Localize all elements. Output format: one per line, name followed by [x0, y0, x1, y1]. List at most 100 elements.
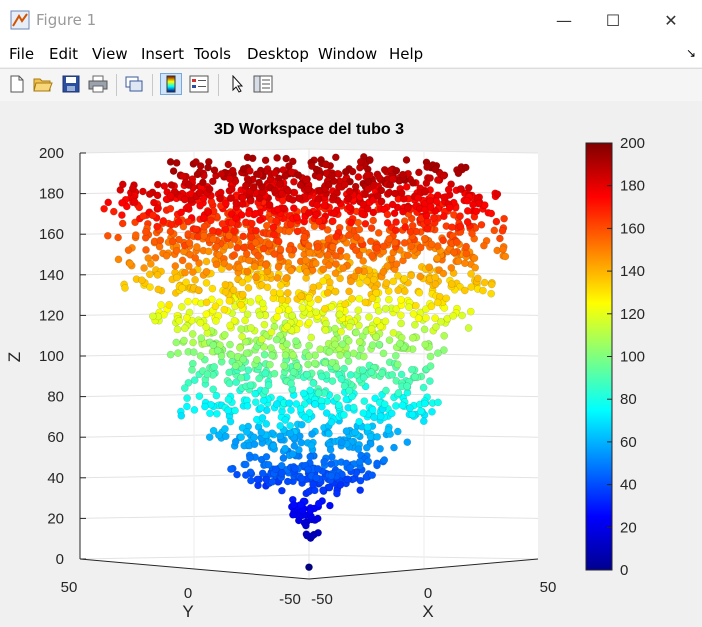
- scatter-point: [479, 286, 487, 295]
- scatter-point: [421, 340, 430, 349]
- scatter-point: [320, 457, 328, 466]
- menu-window[interactable]: Window: [318, 45, 378, 63]
- scatter-point: [369, 208, 378, 217]
- scatter-point: [411, 320, 419, 329]
- menu-tools[interactable]: Tools: [194, 45, 231, 63]
- menu-view[interactable]: View: [92, 45, 128, 63]
- scatter-point: [337, 438, 346, 447]
- scatter-point: [348, 294, 356, 303]
- new-figure-icon[interactable]: [6, 73, 28, 95]
- print-icon[interactable]: [87, 73, 109, 95]
- scatter-point: [423, 225, 432, 233]
- scatter-point: [247, 324, 255, 332]
- property-inspector-icon[interactable]: [252, 73, 274, 95]
- scatter-point: [283, 340, 291, 348]
- figure-toolbar: [0, 68, 702, 102]
- menu-insert[interactable]: Insert: [141, 45, 185, 63]
- pointer-icon[interactable]: [226, 73, 248, 95]
- scatter-point: [340, 180, 349, 189]
- scatter-point: [217, 352, 226, 360]
- scatter-point: [346, 463, 354, 472]
- scatter-point: [288, 311, 297, 320]
- menu-desktop[interactable]: Desktop: [247, 45, 309, 63]
- scatter-point: [269, 230, 278, 239]
- scatter-point: [460, 286, 469, 295]
- scatter-point: [165, 300, 173, 309]
- scatter-point: [224, 395, 233, 404]
- colorbar[interactable]: 0 20 40 60 80 100 120 140 160 180 200: [585, 135, 645, 579]
- scatter-point: [271, 465, 280, 474]
- scatter-point: [231, 362, 240, 370]
- dock-figure-icon[interactable]: ↘: [686, 46, 697, 60]
- scatter-point: [426, 174, 434, 182]
- scatter-point: [487, 209, 496, 218]
- z-tick-label: 140: [39, 267, 64, 284]
- scatter-point: [314, 465, 322, 473]
- scatter-point: [238, 278, 247, 287]
- scatter-point: [388, 175, 397, 183]
- scatter-point: [462, 249, 471, 258]
- scatter-point: [290, 188, 299, 197]
- scatter-point: [379, 349, 388, 358]
- close-button[interactable]: ✕: [664, 10, 678, 30]
- scatter-point: [242, 349, 251, 357]
- scatter-point: [259, 396, 268, 405]
- scatter-point: [110, 207, 118, 216]
- scatter-point: [149, 211, 157, 219]
- y-tick-label: -50: [279, 591, 301, 608]
- scatter-point: [426, 203, 435, 211]
- scatter-point: [346, 277, 355, 286]
- legend-toggle-icon[interactable]: [188, 73, 210, 95]
- scatter-point: [180, 384, 189, 392]
- scatter-point: [157, 301, 165, 309]
- scatter-point: [311, 400, 319, 408]
- scatter-point: [396, 339, 404, 348]
- scatter-point: [323, 226, 332, 234]
- scatter-point: [487, 280, 496, 289]
- scatter-point: [366, 432, 375, 441]
- scatter-point: [195, 189, 204, 197]
- scatter-point: [461, 163, 470, 172]
- scatter-point: [282, 154, 291, 163]
- figure-canvas: 0 20 40 60 80 100 120 140 160 180 200 50 0 -50 -50 0 50 …: [0, 101, 702, 627]
- scatter-point: [344, 357, 353, 366]
- scatter-point: [251, 398, 260, 407]
- menu-edit[interactable]: Edit: [49, 45, 79, 63]
- scatter-point: [230, 251, 239, 259]
- scatter-point: [384, 287, 393, 295]
- x-axis-line: [308, 558, 539, 580]
- maximize-button[interactable]: ☐: [605, 10, 621, 30]
- z-tick-label: 60: [47, 429, 64, 446]
- scatter-point: [210, 166, 219, 174]
- scatter-point: [194, 286, 203, 294]
- colorbar-tick-label: 200: [620, 135, 645, 152]
- scatter-point: [296, 405, 305, 413]
- colorbar-toggle-icon[interactable]: [160, 73, 182, 95]
- menu-file[interactable]: File: [9, 45, 35, 63]
- scatter-point: [154, 204, 162, 212]
- scatter-point: [154, 285, 163, 294]
- scatter-point: [354, 173, 363, 181]
- scatter-point: [204, 163, 212, 172]
- colorbar-tick-label: 20: [620, 519, 637, 536]
- save-icon[interactable]: [60, 73, 82, 95]
- scatter-point: [270, 186, 279, 195]
- scatter-point: [140, 264, 148, 272]
- link-plot-icon[interactable]: [123, 73, 145, 95]
- open-file-icon[interactable]: [32, 73, 54, 95]
- scatter-point: [243, 275, 252, 283]
- colorbar-tick-label: 80: [620, 391, 637, 408]
- scatter-point: [372, 288, 381, 297]
- scatter-point: [480, 201, 489, 209]
- scatter-point: [376, 322, 385, 331]
- scatter-point: [358, 210, 366, 218]
- scatter-point: [362, 443, 371, 452]
- scatter-point: [281, 351, 290, 360]
- scatter-point: [180, 195, 189, 204]
- scatter-point: [450, 248, 458, 257]
- minimize-button[interactable]: —: [556, 10, 572, 30]
- menu-help[interactable]: Help: [389, 45, 424, 63]
- scatter-point: [287, 406, 295, 414]
- scatter-point: [238, 193, 247, 202]
